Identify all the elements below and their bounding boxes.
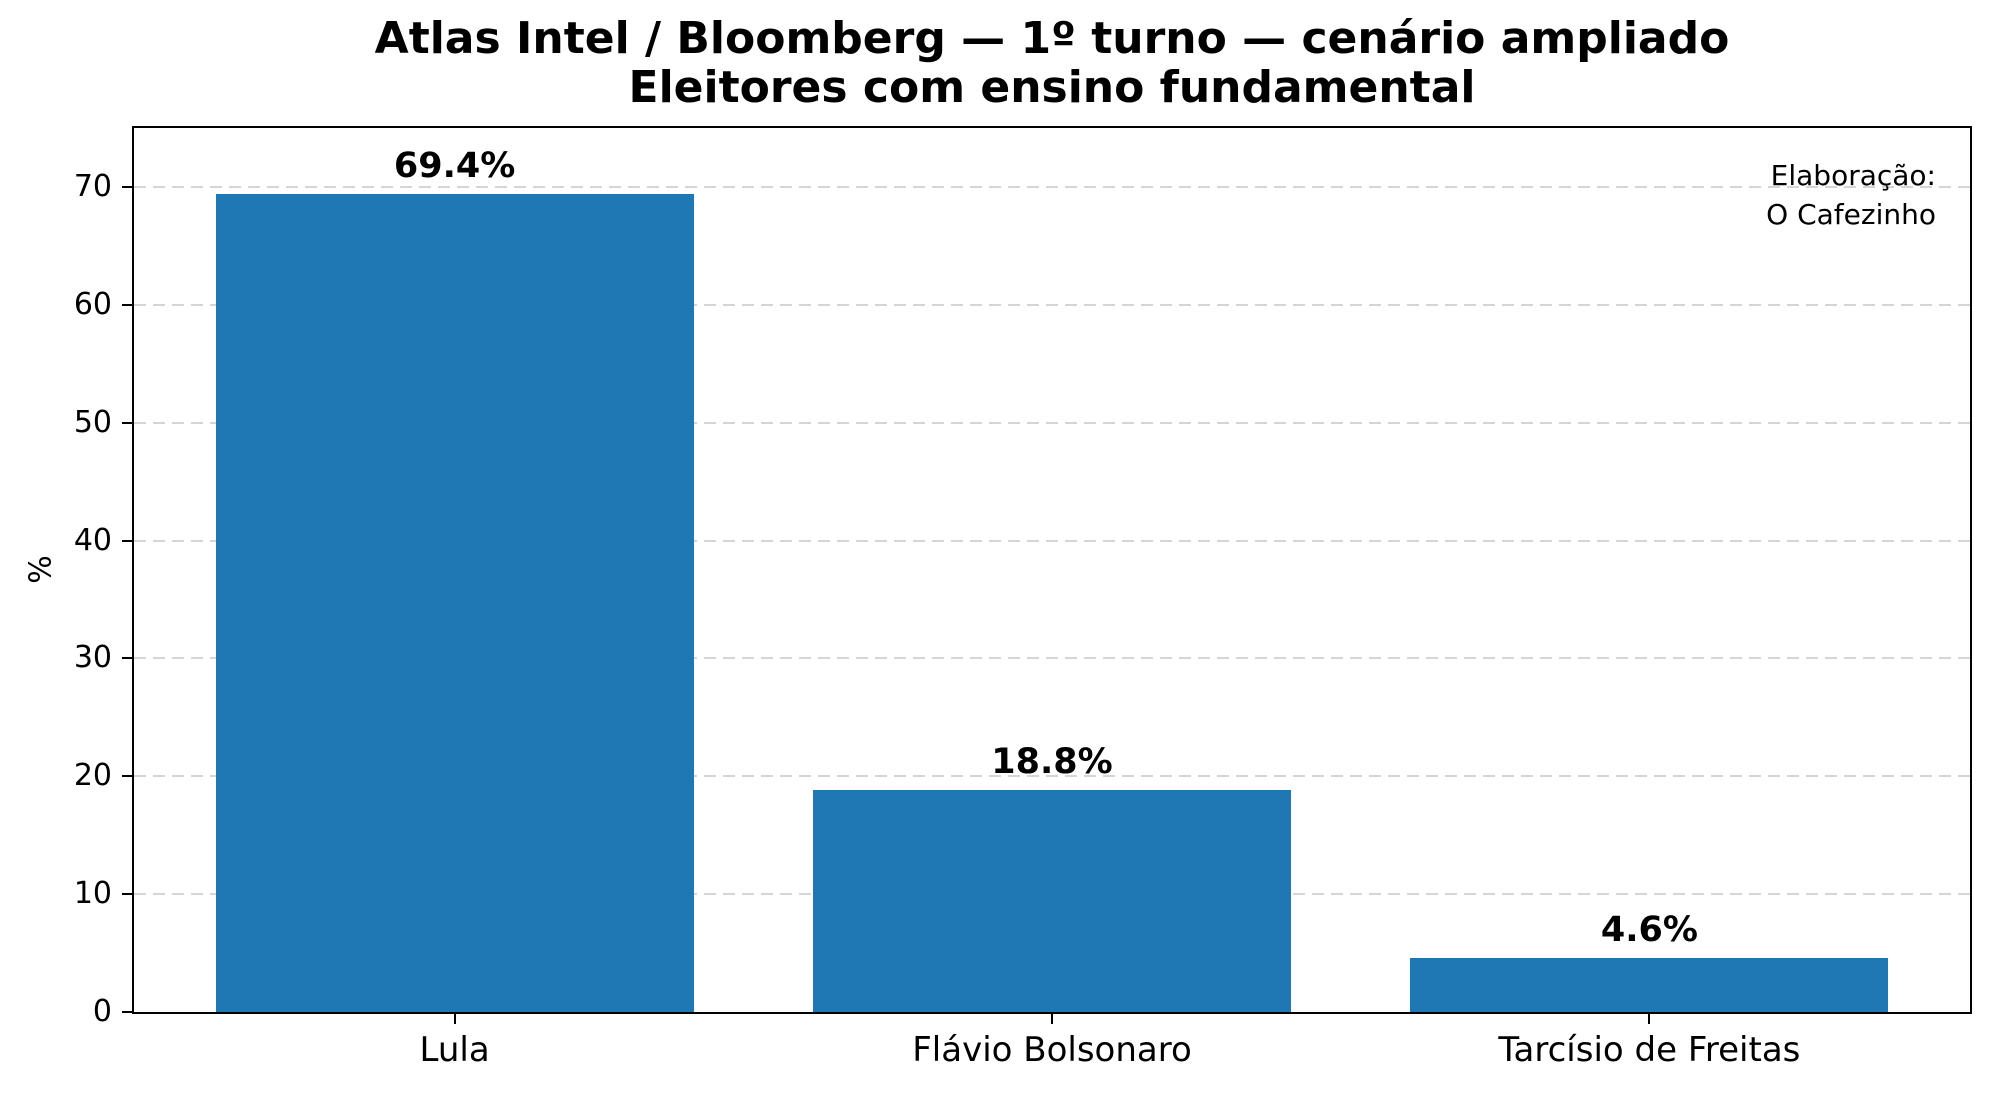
y-tick-label-0: 0	[92, 994, 112, 1029]
y-tick-label-60: 60	[73, 286, 112, 322]
y-tick-mark-40	[122, 539, 132, 542]
gridline-20	[134, 775, 1970, 778]
y-tick-label-30: 30	[73, 640, 112, 676]
x-tick-label-3: Tarcísio de Freitas	[1498, 1030, 1801, 1070]
gridline-30	[134, 657, 1970, 660]
gridline-40	[134, 539, 1970, 542]
y-tick-label-40: 40	[73, 522, 112, 558]
annotation-line1: Elaboração:	[1770, 159, 1936, 192]
y-tick-label-10: 10	[73, 876, 112, 912]
chart-title-line2: Eleitores com ensino fundamental	[628, 62, 1476, 114]
y-tick-mark-60	[122, 303, 132, 306]
gridline-70	[134, 185, 1970, 188]
y-tick-label-50: 50	[73, 404, 112, 440]
gridline-50	[134, 421, 1970, 424]
bar-3	[1410, 957, 1889, 1012]
y-tick-mark-70	[122, 185, 132, 188]
chart-title-line1: Atlas Intel / Bloomberg — 1º turno — cen…	[374, 13, 1730, 64]
x-tick-mark-2	[1051, 1014, 1053, 1024]
x-tick-label-2: Flávio Bolsonaro	[912, 1030, 1192, 1070]
y-tick-mark-10	[122, 893, 132, 896]
x-tick-mark-3	[1648, 1014, 1651, 1024]
y-tick-mark-30	[122, 657, 132, 660]
bar-2	[813, 790, 1291, 1012]
gridline-60	[134, 303, 1970, 306]
bar-value-label-1: 69.4%	[393, 146, 516, 187]
y-tick-label-70: 70	[73, 168, 112, 204]
bar-value-label-2: 18.8%	[991, 742, 1113, 783]
x-tick-label-1: Lula	[419, 1030, 490, 1070]
bar-1	[215, 194, 694, 1012]
chart-title: Atlas Intel / Bloomberg — 1º turno — cen…	[132, 14, 1972, 113]
y-tick-mark-0	[122, 1011, 132, 1013]
bar-value-label-3: 4.6%	[1600, 909, 1698, 950]
y-tick-label-20: 20	[73, 758, 112, 794]
annotation-line2: O Cafezinho	[1766, 198, 1936, 232]
y-tick-mark-50	[122, 421, 132, 424]
x-tick-mark-1	[453, 1014, 456, 1024]
elaboration-annotation: Elaboração: O Cafezinho	[1766, 156, 1936, 234]
y-tick-mark-20	[122, 775, 132, 778]
plot-area: 69.4% 18.8% 4.6% Elaboração: O Cafezinho	[132, 126, 1972, 1014]
